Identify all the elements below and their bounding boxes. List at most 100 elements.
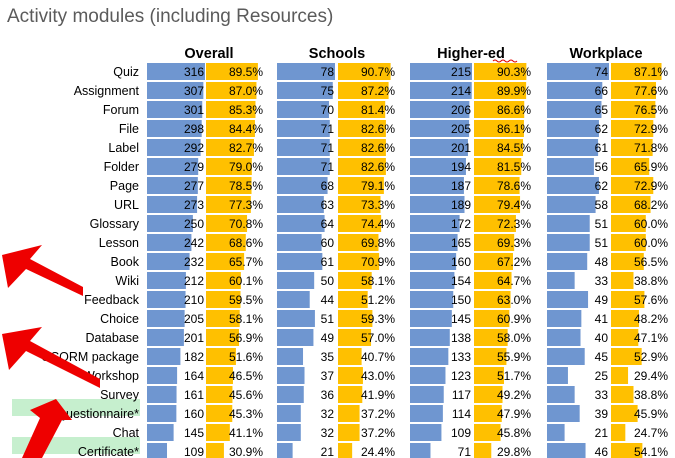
count-label-overall-feedback: 210 [184, 293, 204, 307]
percent-bar-schools-forum [338, 101, 386, 118]
percent-bar-workplace-label [611, 139, 653, 156]
percent-bar-schools-survey [338, 386, 363, 403]
count-label-higher-ed-page: 187 [451, 179, 471, 193]
percent-label-higher-ed-scorm-package: 55.9% [497, 350, 531, 364]
percent-bar-overall-workshop [206, 367, 233, 384]
percent-label-overall-questionnaire: 45.3% [229, 407, 263, 421]
count-label-overall-book: 232 [184, 255, 204, 269]
percent-label-higher-ed-feedback: 63.0% [497, 293, 531, 307]
count-bar-higher-ed-forum [410, 101, 470, 118]
count-label-workplace-file: 62 [595, 122, 609, 136]
count-bar-higher-ed-glossary [410, 215, 460, 232]
percent-bar-overall-label [206, 139, 254, 156]
count-label-schools-url: 63 [321, 198, 335, 212]
percent-bar-overall-file [206, 120, 255, 137]
percent-bar-higher-ed-assignment [474, 82, 527, 99]
percent-bar-higher-ed-database [474, 329, 508, 346]
percent-bar-workplace-choice [611, 310, 639, 327]
count-bar-workplace-scorm-package [547, 348, 585, 365]
percent-bar-schools-folder [338, 158, 386, 175]
percent-bar-higher-ed-forum [474, 101, 525, 118]
count-bar-higher-ed-assignment [410, 82, 472, 99]
count-label-workplace-quiz: 74 [595, 65, 609, 79]
count-label-schools-certificate: 21 [321, 445, 335, 458]
count-bar-overall-page [147, 177, 198, 194]
percent-label-higher-ed-label: 84.5% [497, 141, 531, 155]
category-label-url: URL [114, 198, 139, 212]
category-label-database: Database [85, 331, 139, 345]
percent-label-overall-certificate: 30.9% [229, 445, 263, 458]
percent-bar-higher-ed-feedback [474, 291, 511, 308]
count-label-workplace-choice: 41 [595, 312, 609, 326]
count-label-workplace-wiki: 33 [595, 274, 609, 288]
count-label-overall-certificate: 109 [184, 445, 204, 458]
count-label-schools-database: 49 [321, 331, 335, 345]
count-bar-workplace-quiz [547, 63, 609, 80]
percent-bar-schools-scorm-package [338, 348, 362, 365]
percent-bar-higher-ed-certificate [474, 443, 492, 458]
percent-label-higher-ed-file: 86.1% [497, 122, 531, 136]
percent-label-workplace-survey: 38.8% [634, 388, 668, 402]
count-bar-overall-database [147, 329, 184, 346]
percent-bar-higher-ed-file [474, 120, 524, 137]
count-bar-schools-questionnaire [277, 405, 301, 422]
count-bar-higher-ed-feedback [410, 291, 454, 308]
count-bar-overall-url [147, 196, 198, 213]
count-bar-overall-feedback [147, 291, 186, 308]
panel-header-schools: Schools [309, 46, 365, 62]
percent-label-workplace-lesson: 60.0% [634, 236, 668, 250]
count-bar-workplace-questionnaire [547, 405, 580, 422]
percent-label-schools-survey: 41.9% [361, 388, 395, 402]
percent-bar-higher-ed-page [474, 177, 520, 194]
count-bar-higher-ed-label [410, 139, 468, 156]
percent-label-schools-questionnaire: 37.2% [361, 407, 395, 421]
percent-label-overall-folder: 79.0% [229, 160, 263, 174]
arrow-feedback [2, 245, 83, 296]
percent-label-overall-feedback: 59.5% [229, 293, 263, 307]
percent-label-schools-scorm-package: 40.7% [361, 350, 395, 364]
percent-label-schools-folder: 82.6% [361, 160, 395, 174]
count-label-schools-survey: 36 [321, 388, 335, 402]
count-label-schools-file: 71 [321, 122, 335, 136]
percent-label-higher-ed-lesson: 69.3% [497, 236, 531, 250]
count-bar-workplace-wiki [547, 272, 575, 289]
percent-bar-schools-questionnaire [338, 405, 360, 422]
panel-header-higher-ed: Higher-ed [437, 46, 505, 62]
count-label-schools-page: 68 [321, 179, 335, 193]
percent-bar-higher-ed-quiz [474, 63, 527, 80]
category-label-label: Label [108, 141, 139, 155]
percent-bar-higher-ed-choice [474, 310, 510, 327]
count-label-overall-database: 201 [184, 331, 204, 345]
count-bar-overall-label [147, 139, 201, 156]
count-bar-higher-ed-workshop [410, 367, 446, 384]
percent-bar-overall-folder [206, 158, 252, 175]
percent-label-higher-ed-assignment: 89.9% [497, 84, 531, 98]
count-label-schools-lesson: 60 [321, 236, 335, 250]
spellcheck-underline [492, 59, 518, 63]
percent-label-higher-ed-book: 67.2% [497, 255, 531, 269]
count-bar-workplace-folder [547, 158, 594, 175]
count-bar-schools-folder [277, 158, 330, 175]
count-label-higher-ed-chat: 109 [451, 426, 471, 440]
percent-bar-workplace-workshop [611, 367, 629, 384]
count-bar-overall-choice [147, 310, 185, 327]
percent-label-workplace-assignment: 77.6% [634, 84, 668, 98]
percent-label-schools-wiki: 58.1% [361, 274, 395, 288]
count-label-overall-quiz: 316 [184, 65, 204, 79]
count-label-workplace-url: 58 [595, 198, 609, 212]
percent-label-higher-ed-choice: 60.9% [497, 312, 531, 326]
count-bar-higher-ed-choice [410, 310, 452, 327]
count-label-workplace-scorm-package: 45 [595, 350, 609, 364]
count-label-schools-assignment: 75 [321, 84, 335, 98]
count-label-higher-ed-folder: 194 [451, 160, 471, 174]
percent-bar-schools-glossary [338, 215, 382, 232]
percent-bar-overall-page [206, 177, 252, 194]
percent-label-overall-label: 82.7% [229, 141, 263, 155]
count-label-workplace-chat: 21 [595, 426, 609, 440]
percent-label-workplace-quiz: 87.1% [634, 65, 668, 79]
percent-label-workplace-database: 47.1% [634, 331, 668, 345]
count-bar-higher-ed-wiki [410, 272, 455, 289]
percent-label-schools-choice: 59.3% [361, 312, 395, 326]
count-label-higher-ed-survey: 117 [452, 388, 471, 402]
